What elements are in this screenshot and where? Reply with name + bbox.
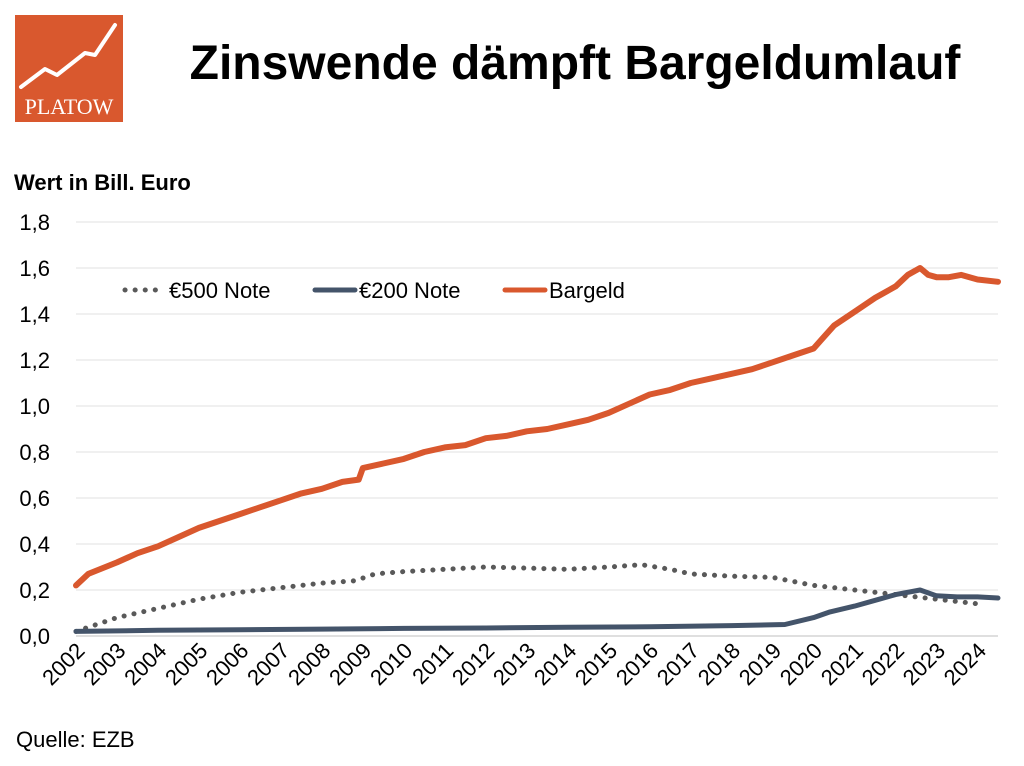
x-tick-label: 2011: [407, 638, 458, 689]
x-tick-label: 2004: [119, 638, 171, 690]
platow-logo: PLATOW: [15, 15, 123, 122]
x-tick-label: 2008: [283, 638, 335, 690]
x-tick-label: 2010: [365, 638, 417, 690]
source-note: Quelle: EZB: [16, 727, 135, 752]
x-tick-label: 2005: [160, 638, 212, 690]
x-tick-label: 2015: [570, 638, 622, 690]
legend-label: €200 Note: [359, 278, 461, 303]
x-tick-label: 2017: [652, 638, 704, 690]
platow-logo-graphic: PLATOW: [15, 15, 123, 122]
y-tick-label: 1,4: [19, 302, 50, 327]
y-tick-label: 0,0: [19, 624, 50, 649]
y-tick-label: 0,2: [19, 578, 50, 603]
x-tick-label: 2006: [201, 638, 253, 690]
x-tick-label: 2009: [324, 638, 376, 690]
y-tick-label: 1,8: [19, 210, 50, 235]
legend-label: Bargeld: [549, 278, 625, 303]
legend: €500 Note €200 Note Bargeld: [122, 278, 625, 303]
y-tick-label: 0,4: [19, 532, 50, 557]
x-tick-label: 2020: [775, 638, 827, 690]
grid-lines: [76, 221, 998, 637]
y-tick-label: 1,0: [19, 394, 50, 419]
x-tick-label: 2022: [857, 638, 909, 690]
platow-logo-text: PLATOW: [25, 94, 114, 119]
y-axis-label: Wert in Bill. Euro: [14, 170, 191, 195]
legend-label: €500 Note: [169, 278, 271, 303]
x-tick-label: 2021: [816, 638, 868, 690]
series-line-bargeld: [73, 265, 1001, 589]
x-tick-label: 2016: [611, 638, 663, 690]
series-line-200note: [73, 587, 1001, 634]
y-tick-label: 0,8: [19, 440, 50, 465]
y-tick-label: 1,6: [19, 256, 50, 281]
x-tick-label: 2023: [898, 638, 950, 690]
y-tick-labels: 0,0 0,2 0,4 0,6 0,8 1,0 1,2 1,4 1,6 1,8: [19, 210, 50, 649]
x-tick-label: 2007: [242, 638, 294, 690]
series-lines: [73, 265, 1001, 634]
page-title: Zinswende dämpft Bargeldumlauf: [189, 37, 961, 90]
x-tick-label: 2013: [488, 638, 540, 690]
x-tick-label: 2012: [447, 638, 499, 690]
x-tick-label: 2018: [693, 638, 745, 690]
x-tick-label: 2019: [734, 638, 786, 690]
x-tick-label: 2014: [529, 638, 581, 690]
x-tick-label: 2003: [78, 638, 130, 690]
y-tick-label: 1,2: [19, 348, 50, 373]
x-tick-label: 2024: [939, 638, 991, 690]
y-tick-label: 0,6: [19, 486, 50, 511]
series-line-500note: [73, 562, 980, 634]
x-tick-labels: 2002200320042005200620072008200920102011…: [37, 638, 991, 690]
